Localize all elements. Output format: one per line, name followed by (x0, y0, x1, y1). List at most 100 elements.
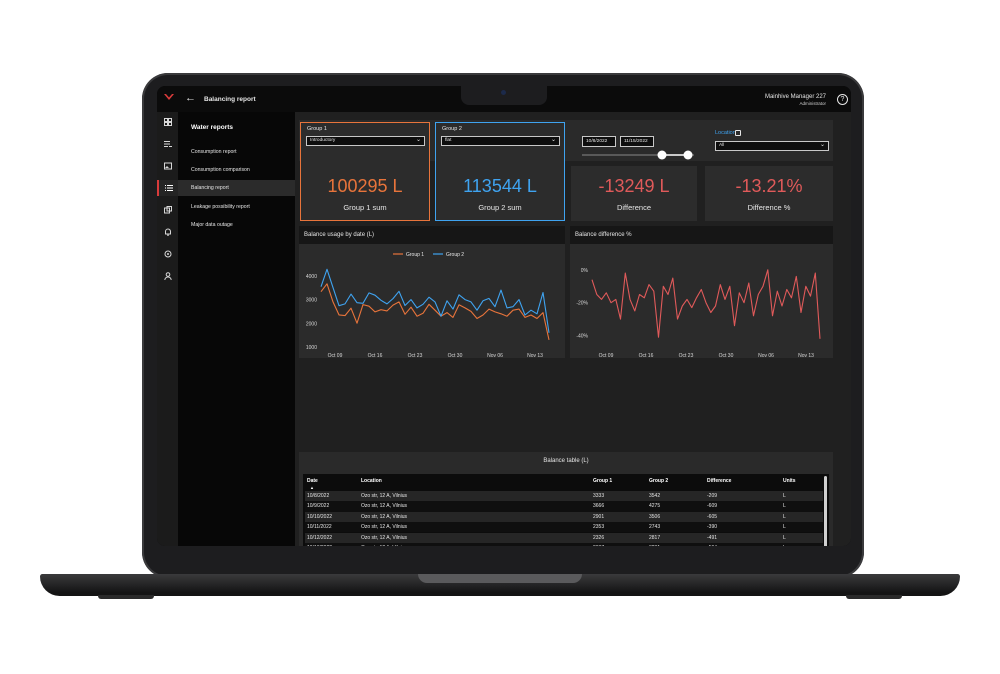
table-cell: 2353 (593, 524, 605, 531)
user-name[interactable]: Mainhive Manager 227 (764, 94, 826, 100)
rail-bell-icon[interactable] (157, 224, 178, 240)
series-line-group-1 (320, 283, 550, 341)
table-cell: Ozo str, 12 A, Vilnius (361, 493, 408, 499)
sidebar-item-leakage-possibility-report[interactable]: Leakage possibility report (191, 204, 250, 210)
table-row[interactable]: 10/11/2022 Ozo str, 12 A, Vilnius 2353 2743… (305, 522, 823, 533)
x-tick-label: Oct 09 (599, 353, 614, 358)
sidebar-item-major-data-outage[interactable]: Major data outage (191, 222, 233, 228)
table-row[interactable]: 10/12/2022 Ozo str, 12 A, Vilnius 2326 2817… (305, 532, 823, 543)
table-cell: 2743 (649, 524, 661, 531)
balance-table: Date ▲ Location Group 1 Group 2 Differen… (303, 474, 829, 546)
location-select[interactable]: All ⌄ (715, 141, 829, 151)
group2-sum-value: 113544 L (463, 176, 537, 196)
page-title: Balancing report (204, 96, 256, 103)
sidebar-item-balancing-report[interactable]: Balancing report (178, 180, 295, 196)
table-cell: 3333 (593, 493, 605, 499)
brand-logo-icon (164, 94, 174, 100)
table-row[interactable]: 10/9/2022 Ozo str, 12 A, Vilnius 3666 4275 -… (305, 501, 823, 512)
table-cell: -491 (707, 534, 718, 541)
group1-select[interactable]: Introductory ⌄ (306, 136, 425, 146)
laptop-base (40, 574, 960, 596)
table-cell: 10/8/2022 (307, 493, 330, 499)
group1-label: Group 1 (307, 126, 327, 132)
group2-card: Group 2 flat ⌄ 113544 L Group 2 sum (435, 122, 565, 221)
slider-handle-start[interactable] (657, 150, 667, 160)
location-label: Location (715, 130, 736, 136)
col-units[interactable]: Units (783, 478, 796, 484)
table-cell: L (783, 513, 786, 520)
rail-dashboard-icon[interactable] (157, 114, 178, 130)
table-scrollbar[interactable] (824, 476, 827, 546)
series-line-group-2 (320, 268, 550, 333)
group2-sum-label: Group 2 sum (478, 203, 522, 212)
y-tick-label: 3000 (306, 298, 317, 304)
table-cell: Ozo str, 12 A, Vilnius (361, 503, 408, 510)
table-cell: -609 (707, 503, 718, 510)
date-from-input[interactable]: 10/8/2022 (582, 136, 616, 147)
col-location[interactable]: Location (361, 478, 382, 484)
rail-settings-icon[interactable] (157, 246, 178, 262)
table-cell: 10/12/2022 (307, 534, 333, 541)
x-tick-label: Nov 13 (798, 353, 814, 358)
table-cell: 4275 (649, 503, 661, 510)
sidebar-item-consumption-report[interactable]: Consumption report (191, 149, 237, 155)
table-cell: -605 (707, 513, 718, 520)
table-cell: L (783, 534, 786, 541)
group2-label: Group 2 (442, 126, 462, 132)
x-tick-label: Oct 30 (448, 353, 463, 358)
col-date[interactable]: Date (307, 478, 318, 484)
table-cell: 10/9/2022 (307, 503, 330, 510)
icon-rail (157, 112, 178, 546)
y-tick-label: 1000 (306, 345, 317, 351)
table-row[interactable]: 10/10/2022 Ozo str, 12 A, Vilnius 2901 3506… (305, 511, 823, 523)
table-cell: Ozo str, 12 A, Vilnius (361, 545, 407, 546)
location-filter-icon[interactable] (735, 130, 741, 136)
sort-ascending-icon[interactable]: ▲ (310, 485, 314, 490)
x-tick-label: Nov 06 (758, 353, 774, 358)
bell-icon (164, 228, 171, 236)
rail-devices-icon[interactable] (157, 202, 178, 218)
table-row[interactable]: 10/13/2022 Ozo str, 12 A, Vilnius 2637 3231… (305, 543, 823, 546)
table-cell: 3506 (649, 513, 661, 520)
user-icon (163, 272, 172, 280)
sidebar-item-consumption-comparison[interactable]: Consumption comparison (191, 167, 250, 173)
y-tick-label: -40% (576, 334, 588, 340)
x-tick-label: Nov 06 (487, 353, 503, 358)
rail-user-icon[interactable] (157, 268, 178, 284)
slider-handle-end[interactable] (683, 150, 693, 160)
camera-notch (461, 86, 547, 105)
table-header: Date ▲ Location Group 1 Group 2 Differen… (303, 474, 829, 490)
group2-select[interactable]: flat ⌄ (441, 136, 560, 146)
col-difference[interactable]: Difference (707, 478, 732, 484)
y-tick-label: 2000 (306, 321, 317, 327)
difference-chart-panel: Balance difference % 0% -20% -40% Oct 09 Oct… (570, 226, 833, 358)
col-group2[interactable]: Group 2 (649, 478, 669, 484)
table-cell: 3666 (593, 503, 605, 510)
rail-list-icon[interactable] (157, 180, 178, 196)
col-group1[interactable]: Group 1 (593, 478, 613, 484)
group2-value: flat (445, 138, 452, 143)
group1-card: Group 1 Introductory ⌄ 100295 L Group 1 … (300, 122, 430, 221)
table-cell: 2817 (649, 534, 661, 541)
y-tick-label: 0% (581, 268, 589, 274)
table-cell: 2326 (593, 534, 605, 541)
table-cell: L (783, 503, 786, 510)
date-range-slider[interactable] (582, 150, 702, 160)
table-cell: 10/11/2022 (307, 524, 332, 531)
difference-line-chart: 0% -20% -40% Oct 09 Oct 16 Oct 23 Oct 30 Nov 06… (576, 268, 821, 358)
balance-table-panel: Balance table (L) Date ▲ Location Group … (299, 452, 833, 546)
series-line-0 (591, 269, 821, 339)
table-row[interactable]: 10/8/2022 Ozo str, 12 A, Vilnius 3333 3542 -… (305, 491, 823, 502)
group1-sum-value: 100295 L (327, 176, 403, 196)
help-icon[interactable]: ? (837, 94, 848, 105)
rail-checklist-icon[interactable] (157, 136, 178, 152)
table-caption: Balance table (L) (543, 458, 589, 464)
rail-image-icon[interactable] (157, 158, 178, 174)
date-to-input[interactable]: 11/15/2022 (620, 136, 654, 147)
laptop-foot-right (846, 595, 902, 599)
back-arrow-icon[interactable]: ← (185, 92, 196, 104)
dashboard-icon (163, 118, 172, 126)
x-tick-label: Oct 30 (719, 353, 734, 358)
table-cell: 3542 (649, 493, 661, 499)
